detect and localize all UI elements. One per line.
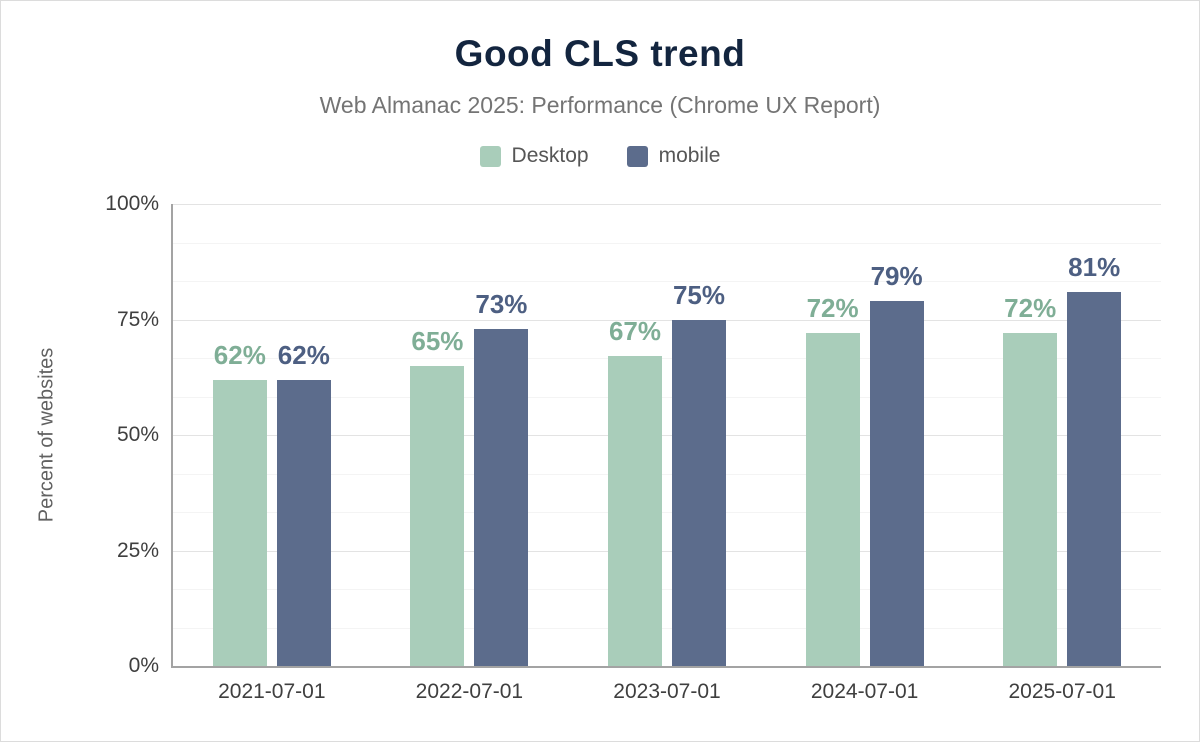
bar-value-label: 79% xyxy=(870,261,923,292)
x-tick-label: 2021-07-01 xyxy=(218,680,326,703)
gridline xyxy=(173,319,1161,321)
legend-swatch-desktop-icon xyxy=(479,145,501,167)
gridline xyxy=(173,550,1161,552)
bar-value-label: 72% xyxy=(1004,293,1057,324)
y-tick-label: 0% xyxy=(128,654,159,677)
y-tick-label: 100% xyxy=(105,192,159,215)
bar-value-label: 62% xyxy=(213,339,266,370)
x-tick-label: 2022-07-01 xyxy=(415,680,524,703)
bar-desktop xyxy=(212,379,267,666)
plot-area: 0% 25% 50% 75% 100% 2021-07-01 62% 62% 2022-07-0… xyxy=(105,192,1161,703)
x-tick-label: 2025-07-01 xyxy=(1008,680,1116,703)
bar-desktop xyxy=(805,333,860,666)
bar-value-label: 73% xyxy=(475,288,528,319)
bar-mobile xyxy=(1067,291,1122,666)
legend: Desktop mobile xyxy=(1,144,1199,168)
y-tick-label: 25% xyxy=(116,538,159,562)
bar-value-label: 67% xyxy=(608,316,662,347)
legend-item-desktop: Desktop xyxy=(479,144,589,168)
bar-desktop xyxy=(608,356,662,666)
bar-mobile xyxy=(474,328,529,666)
bar-mobile xyxy=(672,319,726,666)
y-tick-label: 75% xyxy=(116,307,159,331)
x-tick-label: 2023-07-01 xyxy=(613,680,721,703)
y-axis-title: Percent of websites xyxy=(35,347,58,523)
bar-value-label: 62% xyxy=(277,339,330,370)
bar-desktop xyxy=(1003,333,1058,666)
gridline xyxy=(173,512,1161,513)
bar-mobile xyxy=(869,301,924,666)
gridline xyxy=(173,396,1161,398)
bar-value-label: 75% xyxy=(672,279,726,310)
bar-value-label: 65% xyxy=(411,325,464,356)
bar-value-label: 81% xyxy=(1068,251,1121,282)
bar-value-label: 72% xyxy=(806,293,859,324)
gridline xyxy=(173,204,1161,205)
gridline xyxy=(173,627,1161,629)
x-tick-label: 2024-07-01 xyxy=(810,680,919,703)
gridline xyxy=(173,358,1161,359)
gridline xyxy=(173,473,1161,475)
gridline xyxy=(173,589,1161,590)
legend-swatch-mobile-icon xyxy=(626,145,648,167)
bar-mobile xyxy=(276,379,331,666)
bar-desktop xyxy=(410,365,465,666)
chart-title: Good CLS trend xyxy=(454,33,746,74)
legend-item-mobile: mobile xyxy=(626,144,721,168)
chart-subtitle: Web Almanac 2025: Performance (Chrome UX… xyxy=(319,92,881,118)
y-tick-label: 50% xyxy=(116,423,159,446)
legend-label-mobile: mobile xyxy=(658,144,721,167)
gridline xyxy=(173,281,1161,282)
gridline xyxy=(173,435,1161,436)
legend-label-desktop: Desktop xyxy=(511,144,589,167)
gridline xyxy=(173,242,1161,244)
